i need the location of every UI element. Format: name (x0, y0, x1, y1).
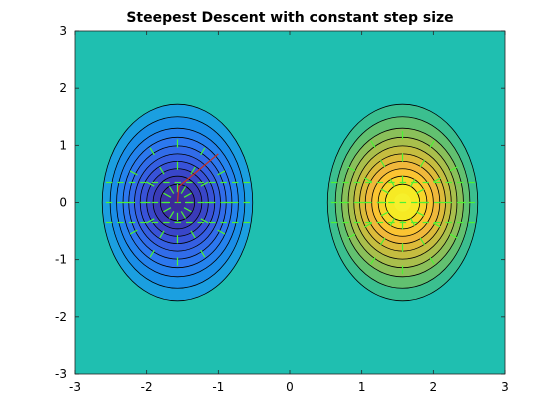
plot-area (75, 31, 505, 374)
x-tick-label: 0 (286, 380, 294, 394)
x-tick-label: 2 (430, 380, 438, 394)
x-tick-label: -1 (212, 380, 224, 394)
x-tick-label: 3 (501, 380, 509, 394)
y-tick-label: -2 (55, 310, 67, 324)
y-tick-label: 3 (59, 24, 67, 38)
x-tick-label: -3 (69, 380, 81, 394)
x-tick-label: 1 (358, 380, 366, 394)
y-tick-label: -3 (55, 367, 67, 381)
x-tick-label: -2 (141, 380, 153, 394)
y-tick-label: 0 (59, 196, 67, 210)
y-tick-label: 2 (59, 81, 67, 95)
y-tick-label: -1 (55, 253, 67, 267)
chart-title: Steepest Descent with constant step size (126, 10, 453, 26)
y-tick-label: 1 (59, 138, 67, 152)
